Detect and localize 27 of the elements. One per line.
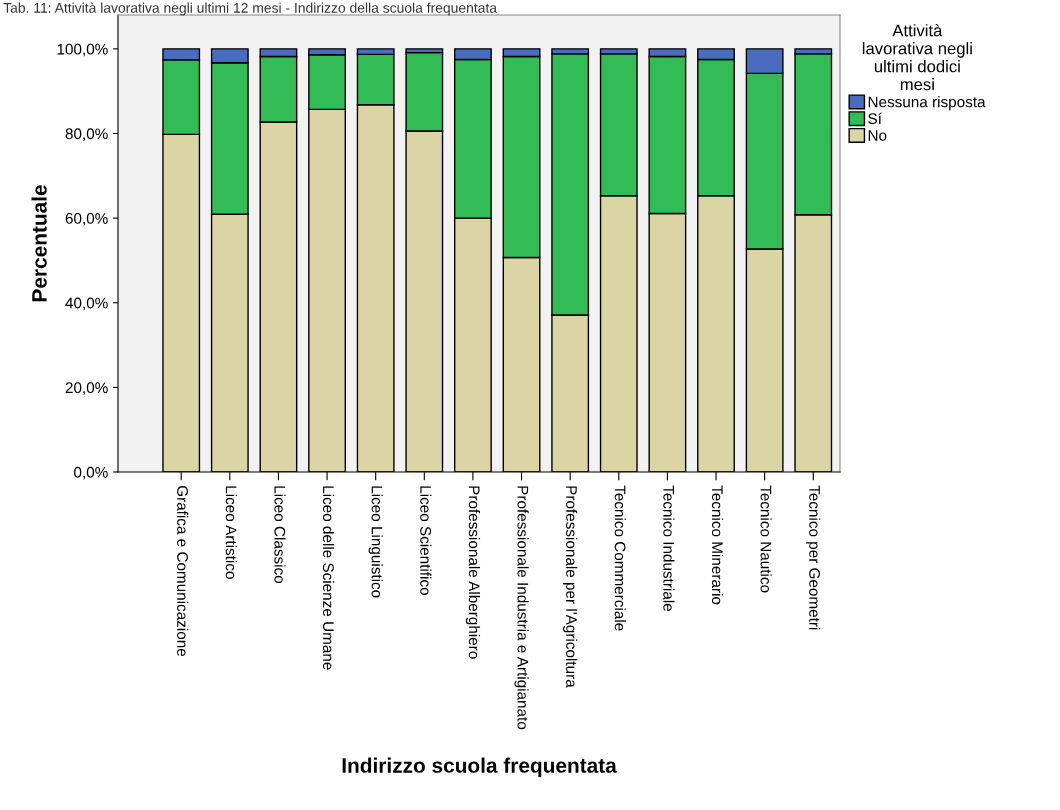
chart-title: Tab. 11: Attività lavorativa negli ultimi 12 mesi - Indirizzo della scuola frequentata	[3, 2, 497, 16]
x-tick-label: Professionale Industria e Artigianato	[514, 486, 529, 730]
legend-label: No	[868, 130, 887, 141]
x-tick-label: Tecnico Commerciale	[614, 485, 626, 631]
y-tick-label: 20,0%	[65, 382, 108, 395]
y-tick-label: 60,0%	[65, 212, 108, 226]
x-tick-label: Grafica e Comunicazione	[177, 485, 189, 657]
legend-title: Attività lavorativa negli ultimi dodici mesi	[862, 23, 972, 91]
x-tick-label: Tecnico per Geometri	[806, 485, 821, 630]
x-tick-label: Tecnico Industriale	[663, 485, 675, 612]
x-tick-label: Tecnico Nautico	[760, 485, 772, 593]
x-tick-label: Tecnico Minerario	[711, 485, 724, 605]
legend-label: Nessuna risposta	[868, 96, 986, 111]
legend-label: Sí	[868, 112, 882, 125]
x-tick-label: Professionale per l'Agricoltura	[563, 486, 578, 688]
x-tick-label: Liceo delle Scienze Umane	[322, 486, 335, 670]
x-tick-label: Professionale Alberghiero	[465, 486, 481, 659]
x-tick-label: Liceo Classico	[274, 486, 286, 584]
x-tick-label: Liceo Linguistico	[368, 486, 383, 598]
y-tick-label: 40,0%	[65, 297, 108, 311]
y-axis-title: Percentuale	[31, 185, 47, 302]
y-tick-label: 80,0%	[65, 128, 108, 141]
x-tick-label: Liceo Scientifico	[420, 486, 432, 595]
y-tick-label: 100,0%	[57, 43, 108, 57]
x-axis-title: Indirizzo scuola frequentata	[342, 757, 617, 777]
x-tick-label: Liceo Artistico	[225, 486, 237, 579]
y-tick-label: 0,0%	[74, 466, 108, 480]
